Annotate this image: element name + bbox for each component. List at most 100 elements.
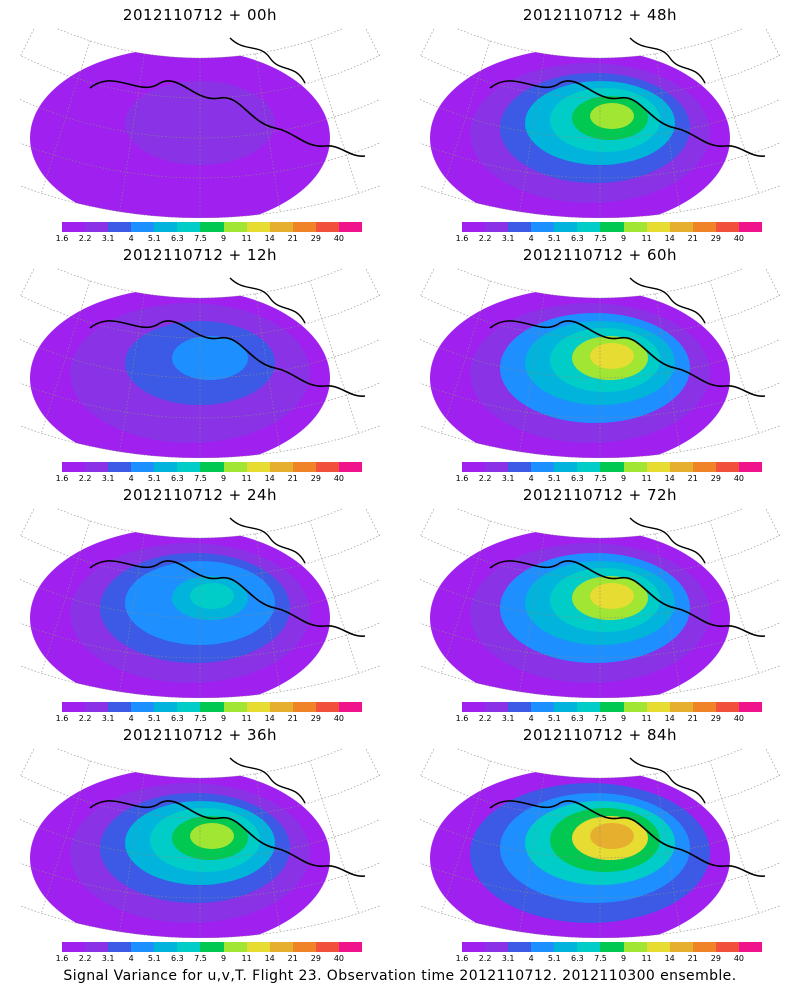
coastline [89,560,366,637]
colorbar-swatch [246,462,270,472]
colorbar-tick-label: 1.6 [55,714,69,723]
colorbar-tick-label: 14 [664,234,675,243]
colorbar-tick-label: 11 [641,714,652,723]
colorbar-tick-label: 11 [241,714,252,723]
colorbar-tick-label: 7.5 [594,474,607,483]
colorbar-tick-label: 4 [528,954,534,963]
colorbar-swatch [600,222,624,232]
colorbar-swatch [646,222,670,232]
colorbar-swatch [269,942,293,952]
colorbar-tick-label: 7.5 [194,954,207,963]
colorbar-tick-label: 14 [264,234,275,243]
colorbar-tick-label: 40 [733,954,745,963]
colorbar-swatch [531,462,555,472]
colorbar-swatch [623,462,647,472]
colorbar-tick-label: 29 [310,474,321,483]
colorbar-swatch [646,942,670,952]
colorbar-tick-label: 7.5 [194,474,207,483]
colorbar-swatch [154,222,178,232]
coastline [89,800,366,877]
colorbar-tick-label: 1.6 [455,954,469,963]
colorbar-tick-label: 2.2 [78,474,92,483]
colorbar-swatch [108,222,132,232]
colorbar-tick-label: 11 [641,234,652,243]
graticule [420,508,780,698]
colorbar-swatch [315,222,339,232]
colorbar-tick-label: 40 [733,474,745,483]
colorbar-swatch [485,942,509,952]
colorbar-tick-label: 1.6 [55,954,69,963]
colorbar-tick-label: 9 [620,954,627,963]
colorbar-swatch [462,462,486,472]
colorbar-swatch [177,942,201,952]
colorbar-swatch [292,702,316,712]
panel-title: 2012110712 + 48h [522,6,678,24]
colorbar-swatch [715,942,739,952]
colorbar-tick-label: 5.1 [147,474,161,483]
colorbar-tick-label: 5.1 [547,474,561,483]
variance-contour [590,103,634,129]
colorbar-tick-label: 4 [128,234,134,243]
coastline [229,517,306,564]
colorbar-swatch [669,942,693,952]
colorbar-tick-label: 3.1 [101,954,115,963]
colorbar-swatch [600,942,624,952]
graticule [420,28,780,218]
colorbar-swatch [462,942,486,952]
colorbar-labels: 1.6 2.2 3.1 4 5.1 6.3 7.5 9 11 14 21 29 40 [56,474,362,484]
colorbar-swatch [554,702,578,712]
colorbar-swatch [338,222,363,232]
colorbar-tick-label: 4 [528,474,534,483]
colorbar-tick-label: 29 [310,714,321,723]
colorbar-swatch [692,222,716,232]
colorbar-tick-label: 29 [710,714,721,723]
colorbar-swatch [600,702,624,712]
colorbar-tick-label: 2.2 [478,474,492,483]
colorbar-swatch [154,702,178,712]
panel-title: 2012110712 + 84h [522,726,678,744]
colorbar-swatch [623,942,647,952]
colorbar-swatch [715,462,739,472]
coastline [629,277,706,324]
colorbar-tick-label: 2.2 [478,234,492,243]
colorbar-swatch [315,702,339,712]
coastline [629,757,706,804]
colorbar-tick-label: 29 [310,234,321,243]
colorbar [462,462,763,472]
colorbar-swatch [85,942,109,952]
colorbar-labels: 1.6 2.2 3.1 4 5.1 6.3 7.5 9 11 14 21 29 40 [456,714,762,724]
colorbar-tick-label: 2.2 [78,714,92,723]
colorbar-swatch [738,462,763,472]
colorbar-swatch [338,702,363,712]
colorbar-tick-label: 21 [287,714,298,723]
colorbar-swatch [200,942,224,952]
colorbar-tick-label: 7.5 [594,234,607,243]
colorbar-tick-label: 21 [687,714,698,723]
colorbar-tick-label: 3.1 [501,714,515,723]
colorbar-swatch [269,702,293,712]
colorbar-swatch [246,222,270,232]
colorbar-tick-label: 5.1 [547,234,561,243]
colorbar-swatch [177,222,201,232]
colorbar-tick-label: 4 [128,474,134,483]
colorbar-tick-label: 14 [264,714,275,723]
colorbar-swatch [223,942,247,952]
colorbar-swatch [554,462,578,472]
colorbar-tick-label: 5.1 [147,954,161,963]
colorbar-tick-label: 21 [687,474,698,483]
colorbar-tick-label: 4 [128,714,134,723]
panel-title: 2012110712 + 00h [122,6,278,24]
variance-map [20,508,380,698]
graticule [420,748,780,938]
colorbar-swatch [292,222,316,232]
colorbar-tick-label: 6.3 [571,474,584,483]
variance-contour [190,343,234,369]
colorbar-swatch [738,222,763,232]
colorbar-tick-label: 40 [333,234,345,243]
coastline [489,800,766,877]
colorbar-tick-label: 2.2 [78,234,92,243]
colorbar-swatch [62,222,86,232]
colorbar-tick-label: 9 [220,474,227,483]
colorbar-tick-label: 1.6 [455,714,469,723]
colorbar-tick-label: 29 [710,234,721,243]
